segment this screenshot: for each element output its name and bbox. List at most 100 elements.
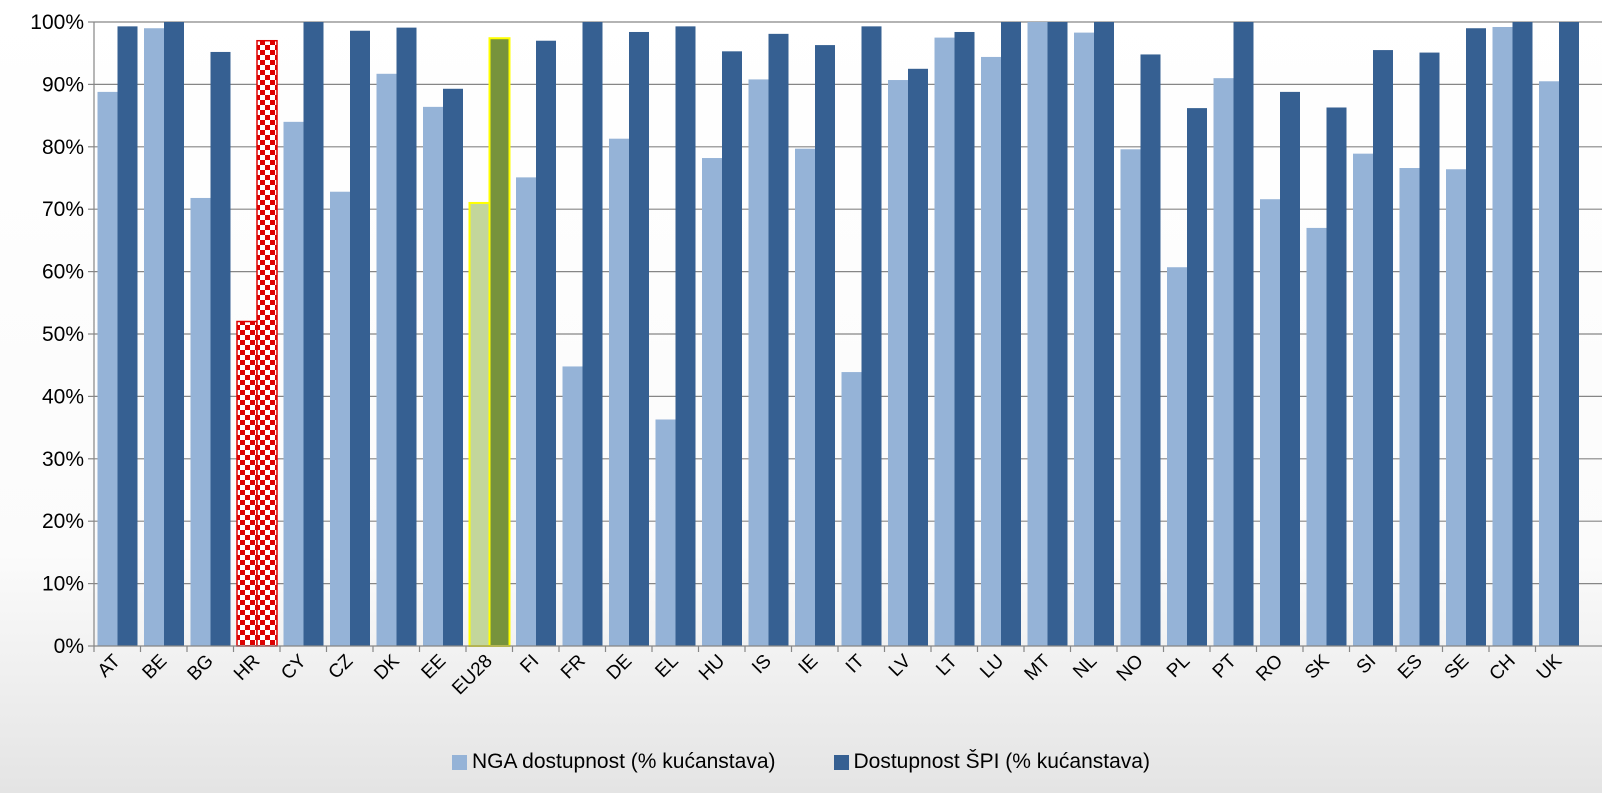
x-tick-label: LT <box>932 650 962 680</box>
legend-item-nga: NGA dostupnost (% kućanstava) <box>452 750 776 774</box>
bar-nga-lu <box>981 56 1001 647</box>
x-tick-label: NL <box>1069 651 1101 683</box>
x-tick-label: PT <box>1209 650 1241 682</box>
bar-nga-cz <box>330 191 350 646</box>
bar-nga-at <box>97 91 118 646</box>
bar-nga-fi <box>516 177 536 646</box>
bar-spi-ch <box>1512 22 1533 646</box>
bar-spi-pl <box>1187 108 1207 646</box>
bar-nga-bg <box>190 197 211 646</box>
legend: NGA dostupnost (% kućanstava) Dostupnost… <box>0 750 1602 774</box>
bar-nga-dk <box>376 73 397 647</box>
bar-spi-ie <box>815 45 835 646</box>
legend-label-nga: NGA dostupnost (% kućanstava) <box>472 750 776 773</box>
bar-spi-ee <box>443 88 463 646</box>
bar-spi-de <box>629 31 649 646</box>
bar-nga-eu28 <box>468 201 491 648</box>
bar-nga-ch <box>1492 26 1513 646</box>
x-tick-label: SI <box>1353 651 1381 679</box>
y-tick-label: 40% <box>42 385 84 408</box>
bar-spi-be <box>164 22 184 646</box>
bar-nga-ro <box>1260 199 1280 646</box>
x-tick-label: HU <box>695 651 729 685</box>
bar-nga-sk <box>1306 227 1327 647</box>
x-tick-label: NO <box>1113 651 1148 686</box>
y-tick-label: 70% <box>42 198 84 221</box>
y-tick-label: 90% <box>42 73 84 96</box>
x-tick-label: EE <box>418 651 451 684</box>
bar-nga-it <box>841 372 862 646</box>
legend-swatch-nga <box>452 754 467 770</box>
x-tick-label: FI <box>516 651 543 678</box>
y-tick-label: 30% <box>42 448 84 471</box>
x-tick-label: DK <box>370 650 404 684</box>
x-tick-label: CH <box>1486 651 1520 685</box>
x-tick-label: CY <box>277 650 311 684</box>
bar-spi-no <box>1140 54 1161 646</box>
bar-spi-hu <box>722 51 742 646</box>
bar-nga-es <box>1399 168 1420 647</box>
bar-nga-hu <box>702 158 722 647</box>
bar-nga-cy <box>283 121 304 647</box>
bar-nga-ee <box>423 106 443 646</box>
bar-spi-it <box>861 26 882 647</box>
bar-spi-se <box>1466 28 1486 647</box>
x-tick-label: HR <box>230 651 264 685</box>
bar-spi-cz <box>350 30 370 646</box>
bar-nga-nl <box>1074 32 1094 646</box>
bar-nga-lv <box>888 80 908 647</box>
x-tick-label: DE <box>603 651 637 685</box>
bar-nga-el <box>655 419 676 646</box>
bar-spi-lv <box>908 68 928 647</box>
bar-nga-mt <box>1027 22 1048 646</box>
x-tick-label: LU <box>976 651 1008 683</box>
x-tick-label: PL <box>1163 651 1194 682</box>
bar-spi-bg <box>210 51 231 646</box>
y-tick-label: 0% <box>54 635 84 658</box>
bar-spi-mt <box>1047 22 1068 646</box>
bar-spi-sk <box>1326 107 1347 647</box>
bar-spi-pt <box>1233 22 1254 646</box>
bar-spi-cy <box>303 22 324 646</box>
x-tick-label: LV <box>885 650 916 681</box>
bar-nga-be <box>144 28 164 647</box>
bar-nga-ie <box>795 148 815 646</box>
y-tick-label: 10% <box>42 573 84 596</box>
x-tick-label: SK <box>1301 650 1334 683</box>
bar-nga-no <box>1120 149 1141 646</box>
x-tick-label: RO <box>1252 651 1287 686</box>
bar-spi-si <box>1373 50 1393 646</box>
x-tick-label: MT <box>1021 650 1056 685</box>
bar-spi-el <box>675 26 696 647</box>
y-tick-label: 20% <box>42 510 84 533</box>
y-tick-label: 80% <box>42 136 84 159</box>
legend-swatch-spi <box>833 754 849 770</box>
x-tick-label: AT <box>94 650 125 681</box>
bar-spi-es <box>1419 52 1440 647</box>
bar-spi-dk <box>396 27 417 646</box>
bar-nga-si <box>1353 153 1373 646</box>
x-tick-label: BG <box>184 651 218 685</box>
y-tick-label: 60% <box>42 261 84 284</box>
x-tick-label: IE <box>795 651 823 679</box>
x-tick-label: IT <box>842 650 869 677</box>
y-tick-label: 100% <box>30 11 84 34</box>
legend-item-spi: Dostupnost ŠPI (% kućanstava) <box>833 750 1150 774</box>
bar-spi-fr <box>582 22 603 646</box>
bar-nga-lt <box>934 37 955 647</box>
bar-spi-nl <box>1094 22 1114 646</box>
bar-nga-fr <box>562 366 583 646</box>
bar-nga-de <box>609 138 629 647</box>
bar-spi-ro <box>1280 91 1300 646</box>
bar-nga-hr <box>236 320 258 647</box>
bar-spi-at <box>117 26 138 647</box>
y-tick-label: 50% <box>42 323 84 346</box>
bar-spi-fi <box>536 40 556 647</box>
bar-nga-uk <box>1539 81 1559 646</box>
x-tick-label: BE <box>139 651 172 684</box>
x-tick-label: UK <box>1533 650 1567 684</box>
bar-spi-eu28 <box>488 37 511 647</box>
bar-spi-hr <box>256 39 278 647</box>
bar-spi-lu <box>1001 22 1021 646</box>
